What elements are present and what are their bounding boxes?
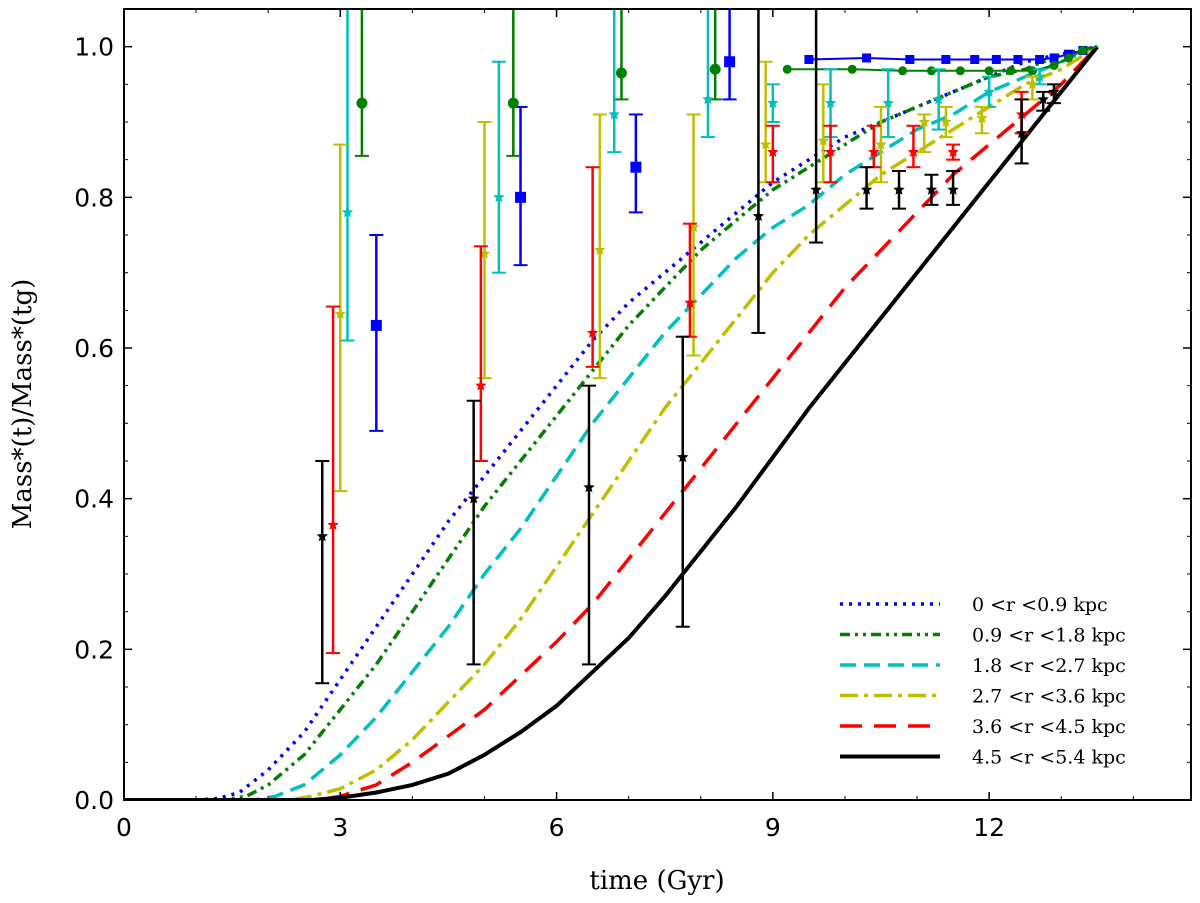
errorbar-series-4-2-point [586, 326, 599, 338]
plateau-marker-series-1 [847, 64, 857, 74]
plateau-marker-series-1 [1078, 45, 1088, 55]
plateau-marker-series-0 [1035, 54, 1045, 64]
errorbar-series-5-9-point [947, 183, 959, 195]
axes: 0 3 6 9 12 0.0 0.2 0.4 0.6 0.8 1.0 [74, 8, 1192, 842]
plateau-marker-series-0 [905, 54, 915, 64]
errorbar-series-2-1-point [493, 191, 505, 203]
curve-series-2 [124, 45, 1098, 800]
plateau-marker-series-1 [1027, 66, 1037, 76]
errorbar-series-0-0-point [370, 319, 382, 331]
y-tick-label: 0.2 [74, 635, 114, 664]
errorbar-series-2-8-point [983, 85, 995, 97]
plateau-marker-series-0 [991, 54, 1001, 64]
errorbar-series-5-2-point [583, 481, 595, 493]
errorbar-series-0-1-point [515, 191, 527, 203]
x-axis-label: time (Gyr) [589, 866, 724, 896]
plateau-marker-series-0 [1013, 54, 1023, 64]
errorbar-series-4-0-point [327, 519, 339, 530]
errorbar-series-3-5-point [817, 134, 829, 146]
errorbar-series-5-7-point [893, 183, 905, 195]
plateau-marker-series-0 [804, 54, 814, 64]
plateau-marker-series-0 [970, 54, 980, 64]
legend-label-series-1: 0.9 <r <1.8 kpc [972, 625, 1126, 647]
data-errorbars [315, 9, 1098, 685]
x-tick-label: 3 [332, 813, 348, 842]
y-tick-label: 0.0 [74, 786, 114, 815]
plateau-marker-series-1 [1049, 61, 1059, 70]
plateau-marker-series-1 [984, 66, 994, 76]
errorbar-series-2-7-point [933, 93, 945, 105]
errorbar-series-2-3-point [702, 93, 714, 105]
plot-frame [123, 8, 1192, 801]
errorbar-series-3-3-point [687, 221, 700, 233]
plateau-marker-series-0 [862, 53, 872, 63]
plateau-marker-series-1 [1063, 53, 1073, 63]
plateau-marker-series-1 [955, 66, 965, 76]
errorbar-series-3-9-point [976, 112, 988, 124]
errorbar-series-5-1-point [468, 492, 480, 504]
errorbar-series-0-3-point [724, 56, 736, 68]
y-axis-label: Mass*(t)/Mass*(tg) [8, 279, 38, 530]
plateau-marker-series-1 [782, 64, 792, 74]
errorbar-series-5-5-point [810, 183, 822, 195]
errorbar-series-2-4-point [767, 97, 779, 108]
x-tick-label: 6 [549, 813, 565, 842]
errorbar-series-3-2-point [594, 244, 606, 255]
errorbar-series-1-1-point [507, 97, 519, 109]
legend-label-series-0: 0 <r <0.9 kpc [972, 594, 1108, 616]
errorbar-series-4-4-point [767, 146, 779, 157]
errorbar-series-1-3-point [709, 63, 721, 75]
errorbar-series-4-7-point [907, 146, 920, 157]
errorbar-series-2-5-point [824, 97, 837, 108]
errorbar-series-4-3-point [684, 296, 696, 308]
legend: 0 <r <0.9 kpc 0.9 <r <1.8 kpc 1.8 <r <2.7 … [840, 594, 1126, 769]
plateau-marker-series-0 [941, 54, 951, 64]
errorbar-series-3-7-point [918, 116, 930, 127]
errorbar-series-3-10-point [1026, 78, 1039, 90]
y-tick-label: 0.8 [74, 183, 114, 212]
legend-label-series-3: 2.7 <r <3.6 kpc [972, 686, 1126, 708]
errorbar-series-2-6-point [882, 97, 894, 108]
errorbar-series-3-6-point [875, 138, 887, 150]
x-tick-label: 9 [765, 813, 781, 842]
errorbar-series-5-6-point [860, 183, 873, 195]
errorbar-series-5-3-point [677, 451, 689, 463]
errorbar-series-4-5-point [824, 146, 837, 157]
errorbar-series-4-6-point [868, 146, 880, 157]
legend-label-series-4: 3.6 <r <4.5 kpc [972, 716, 1126, 738]
y-tick-label: 1.0 [74, 33, 114, 62]
errorbar-series-3-8-point [940, 116, 952, 127]
x-tick-label: 0 [116, 813, 132, 842]
errorbar-series-3-4-point [759, 138, 772, 150]
errorbar-series-4-8-point [947, 146, 959, 157]
errorbar-series-2-9-point [1033, 70, 1046, 82]
curve-series-1 [124, 44, 1098, 800]
errorbar-series-5-12-point [1048, 85, 1060, 97]
errorbar-series-4-1-point [475, 379, 487, 391]
errorbar-series-5-10-point [1015, 127, 1028, 139]
legend-label-series-5: 4.5 <r <5.4 kpc [972, 747, 1126, 769]
plateau-marker-series-1 [1006, 66, 1016, 76]
y-tick-label: 0.6 [74, 334, 114, 363]
errorbar-series-5-0-point [316, 530, 328, 542]
errorbar-series-5-4-point [752, 210, 765, 221]
legend-label-series-2: 1.8 <r <2.7 kpc [972, 655, 1126, 677]
plateau-marker-series-1 [898, 66, 908, 76]
errorbar-series-2-0-point [341, 206, 354, 218]
y-tick-label: 0.4 [74, 485, 114, 514]
plateau-marker-series-1 [926, 66, 936, 76]
errorbar-series-5-11-point [1037, 93, 1049, 105]
errorbar-series-1-0-point [356, 97, 368, 109]
errorbar-series-5-8-point [925, 183, 938, 195]
plateau-marker-series-0 [1049, 53, 1059, 63]
x-tick-label: 12 [973, 813, 1005, 842]
curve-series-3 [124, 45, 1099, 800]
errorbar-series-1-2-point [615, 67, 627, 79]
errorbar-series-2-2-point [608, 108, 620, 120]
errorbar-series-3-0-point [334, 308, 346, 319]
errorbar-series-0-2-point [630, 161, 642, 173]
